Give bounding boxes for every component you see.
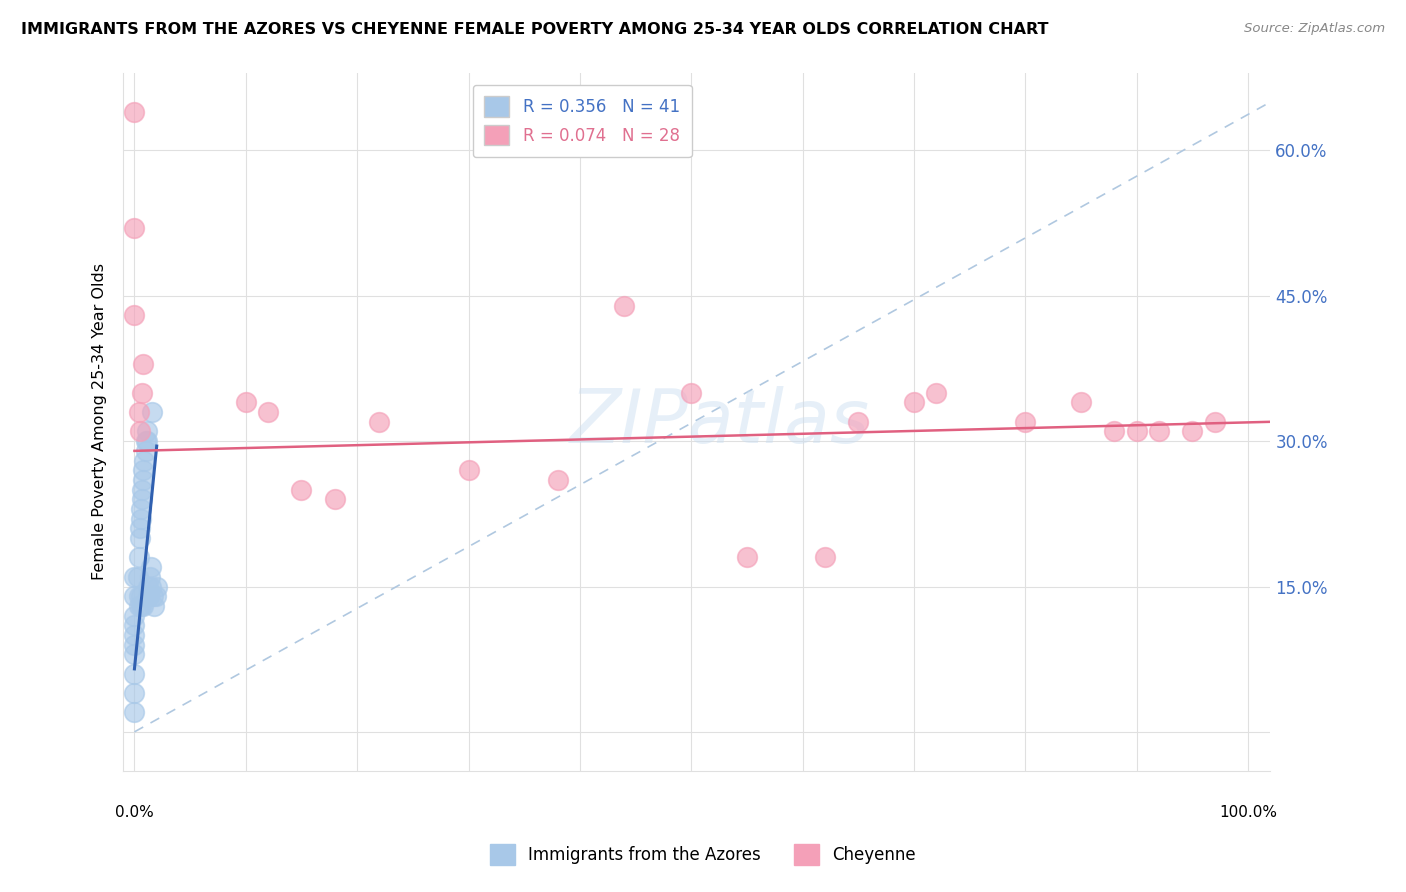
Point (141, 405, 163, 419)
Point (128, 550, 150, 565)
Point (124, 570, 146, 584)
Point (129, 502, 152, 516)
Text: Source: ZipAtlas.com: Source: ZipAtlas.com (1244, 22, 1385, 36)
Legend: Immigrants from the Azores, Cheyenne: Immigrants from the Azores, Cheyenne (481, 836, 925, 873)
Point (846, 415, 869, 429)
Point (136, 580, 159, 594)
Text: ZIPatlas: ZIPatlas (569, 386, 870, 458)
Text: 100.0%: 100.0% (1219, 805, 1277, 820)
Point (131, 385, 153, 400)
Point (128, 589, 150, 603)
Point (127, 570, 149, 584)
Point (457, 463, 479, 477)
Point (128, 599, 150, 613)
Point (735, 550, 758, 565)
Point (138, 589, 160, 603)
Point (124, 589, 146, 603)
Point (129, 531, 152, 545)
Point (134, 453, 156, 467)
Point (143, 599, 166, 613)
Point (124, 666, 146, 681)
Point (124, 628, 146, 642)
Point (135, 434, 157, 449)
Point (1104, 425, 1126, 439)
Point (135, 425, 157, 439)
Point (1070, 395, 1092, 409)
Point (135, 434, 157, 449)
Point (613, 299, 636, 313)
Point (124, 221, 146, 235)
Point (1147, 425, 1170, 439)
Point (1204, 415, 1226, 429)
Point (129, 521, 152, 535)
Point (132, 473, 155, 487)
Point (124, 686, 146, 700)
Point (1181, 425, 1204, 439)
Point (128, 405, 150, 419)
Point (124, 308, 146, 322)
Point (368, 415, 391, 429)
Point (135, 443, 157, 458)
Point (124, 104, 146, 119)
Point (139, 570, 162, 584)
Point (547, 473, 569, 487)
Point (129, 512, 152, 526)
Point (132, 357, 155, 371)
Point (132, 463, 155, 477)
Text: IMMIGRANTS FROM THE AZORES VS CHEYENNE FEMALE POVERTY AMONG 25-34 YEAR OLDS CORR: IMMIGRANTS FROM THE AZORES VS CHEYENNE F… (21, 22, 1049, 37)
Point (1125, 425, 1147, 439)
Text: 0.0%: 0.0% (115, 805, 153, 820)
Point (129, 589, 152, 603)
Point (136, 589, 159, 603)
Point (290, 483, 312, 497)
Point (323, 492, 346, 507)
Point (681, 385, 703, 400)
Point (124, 638, 146, 652)
Point (235, 395, 257, 409)
Point (139, 580, 162, 594)
Point (257, 405, 280, 419)
Point (1014, 415, 1036, 429)
Point (903, 395, 925, 409)
Point (814, 550, 837, 565)
Point (142, 589, 165, 603)
Point (131, 483, 153, 497)
Point (129, 599, 152, 613)
Point (132, 599, 155, 613)
Point (129, 425, 152, 439)
Point (124, 706, 146, 720)
Point (131, 492, 153, 507)
Point (124, 608, 146, 623)
Point (124, 648, 146, 662)
Point (145, 589, 167, 603)
Point (925, 385, 948, 400)
Point (145, 580, 167, 594)
Point (124, 618, 146, 632)
Legend: R = 0.356   N = 41, R = 0.074   N = 28: R = 0.356 N = 41, R = 0.074 N = 28 (472, 85, 692, 157)
Point (139, 560, 162, 574)
Y-axis label: Female Poverty Among 25-34 Year Olds: Female Poverty Among 25-34 Year Olds (93, 263, 107, 581)
